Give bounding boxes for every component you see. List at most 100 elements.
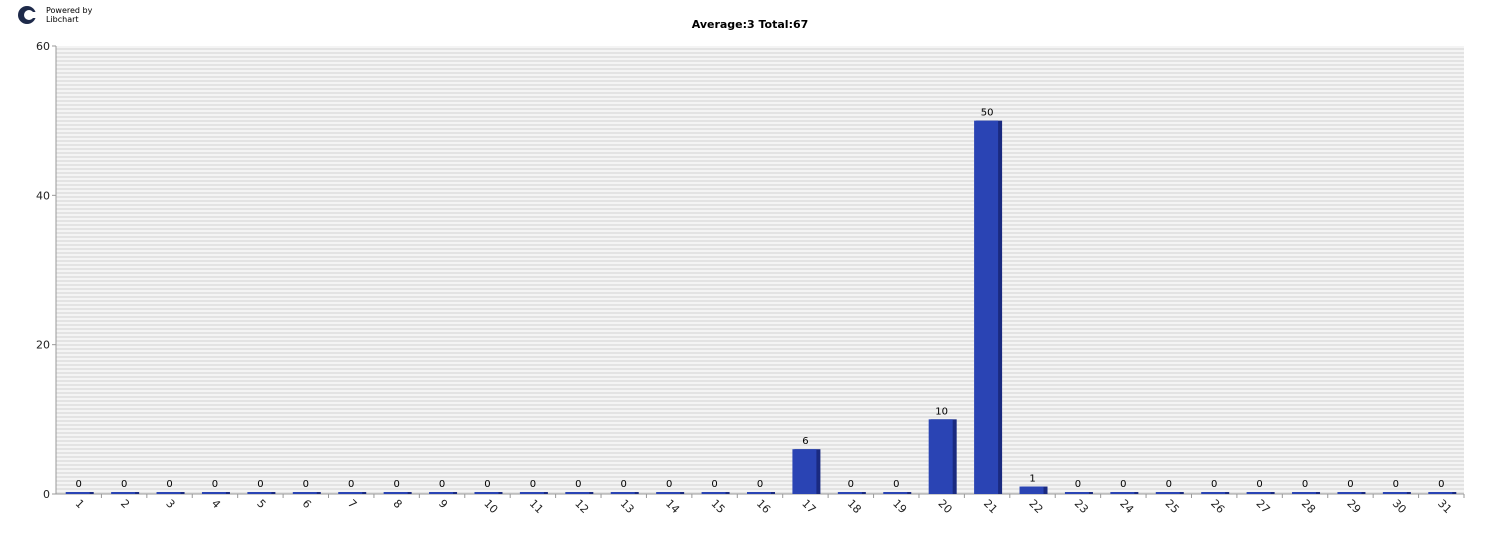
bar-value-label: 0 — [848, 479, 854, 490]
bar-value-label: 0 — [393, 479, 399, 490]
bar-value-label: 0 — [666, 479, 672, 490]
libchart-logo-icon — [18, 6, 39, 24]
bar-value-label: 0 — [166, 479, 172, 490]
bar-value-label: 0 — [1302, 479, 1308, 490]
bar — [1428, 492, 1453, 494]
x-tick-label: 24 — [1117, 497, 1136, 516]
bar-value-label: 0 — [757, 479, 763, 490]
x-tick-label: 14 — [663, 497, 682, 516]
bar — [519, 492, 544, 494]
x-tick-label: 17 — [799, 497, 818, 516]
bar — [383, 492, 408, 494]
bar-value-label: 0 — [76, 479, 82, 490]
y-tick-label: 40 — [36, 189, 50, 202]
bar — [247, 492, 272, 494]
bar — [1337, 492, 1362, 494]
x-tick-label: 9 — [436, 497, 450, 511]
bar — [1201, 492, 1226, 494]
bar-value-label: 0 — [257, 479, 263, 490]
bar — [65, 492, 90, 494]
bar — [429, 492, 454, 494]
bar-value-label: 50 — [981, 108, 994, 119]
bar — [565, 492, 590, 494]
x-tick-label: 5 — [254, 497, 268, 511]
bar-value-label: 0 — [1211, 479, 1217, 490]
bar — [883, 492, 908, 494]
x-tick-label: 22 — [1026, 497, 1045, 516]
bar-value-label: 0 — [1166, 479, 1172, 490]
x-tick-label: 23 — [1072, 497, 1091, 516]
bar-value-label: 0 — [303, 479, 309, 490]
x-tick-label: 13 — [618, 497, 637, 516]
x-tick-label: 10 — [481, 497, 500, 516]
x-axis: 1 2 3 4 5 6 7 8 9 10 11 12 13 14 15 16 17 18 19 20 21 22 23 24 2… — [56, 493, 1465, 516]
bar-value-label: 0 — [621, 479, 627, 490]
logo-text: Powered by Libchart — [46, 6, 92, 24]
bar — [747, 492, 771, 494]
bar-value-label: 0 — [1393, 479, 1399, 490]
x-tick-label: 18 — [845, 497, 864, 516]
logo-line2: Libchart — [46, 15, 79, 24]
bar-value-label: 0 — [484, 479, 490, 490]
x-tick-label: 29 — [1344, 497, 1363, 516]
bar-value-label: 0 — [530, 479, 536, 490]
x-tick-label: 27 — [1253, 497, 1272, 516]
bar — [656, 492, 681, 494]
x-tick-label: 28 — [1299, 497, 1318, 516]
bar — [338, 492, 363, 494]
bar-value-label: 0 — [575, 479, 581, 490]
x-tick-label: 16 — [754, 497, 773, 516]
bar — [111, 492, 136, 494]
bar — [974, 120, 999, 495]
x-tick-label: 2 — [118, 497, 132, 511]
bar — [701, 492, 726, 494]
bar — [792, 449, 817, 494]
bar-value-label: 0 — [348, 479, 354, 490]
bar-value-label: 0 — [1075, 479, 1081, 490]
bar — [1019, 486, 1044, 494]
bar-value-label: 0 — [121, 479, 127, 490]
bar-value-label: 0 — [893, 479, 899, 490]
bar — [1292, 492, 1317, 494]
bar — [201, 492, 226, 494]
bar-value-label: 1 — [1029, 474, 1035, 485]
bar — [474, 492, 499, 494]
bar-value-label: 0 — [1347, 479, 1353, 490]
bar-value-label: 0 — [711, 479, 717, 490]
x-tick-label: 31 — [1435, 497, 1454, 516]
bar-value-label: 6 — [802, 436, 808, 447]
bar — [837, 492, 862, 494]
x-tick-label: 19 — [890, 497, 909, 516]
libchart-logo — [16, 4, 106, 32]
bar — [292, 492, 317, 494]
bar-value-label: 0 — [1120, 479, 1126, 490]
bar-value-label: 0 — [439, 479, 445, 490]
bar-value-label: 10 — [935, 406, 948, 417]
y-tick-label: 60 — [36, 40, 50, 53]
bar — [1155, 492, 1180, 494]
bar-value-label: 0 — [1438, 479, 1444, 490]
chart-title: Average:3 Total:67 — [692, 18, 809, 31]
x-tick-label: 11 — [527, 497, 546, 516]
bar — [1382, 492, 1407, 494]
logo-line1: Powered by — [46, 6, 93, 15]
bar — [1064, 492, 1089, 494]
x-tick-label: 20 — [936, 497, 955, 516]
bar — [1110, 492, 1135, 494]
bar — [1246, 492, 1271, 494]
y-tick-label: 20 — [36, 339, 50, 352]
x-tick-label: 25 — [1163, 497, 1182, 516]
y-axis: 0 20 40 60 — [36, 40, 57, 501]
bar — [610, 492, 635, 494]
x-tick-label: 15 — [708, 497, 727, 516]
x-tick-label: 1 — [73, 497, 87, 511]
bar-value-label: 0 — [212, 479, 218, 490]
plot-background — [56, 46, 1464, 494]
x-tick-label: 8 — [391, 497, 405, 511]
x-tick-label: 7 — [345, 497, 359, 511]
x-tick-label: 12 — [572, 497, 591, 516]
x-tick-label: 26 — [1208, 497, 1227, 516]
bar — [156, 492, 181, 494]
